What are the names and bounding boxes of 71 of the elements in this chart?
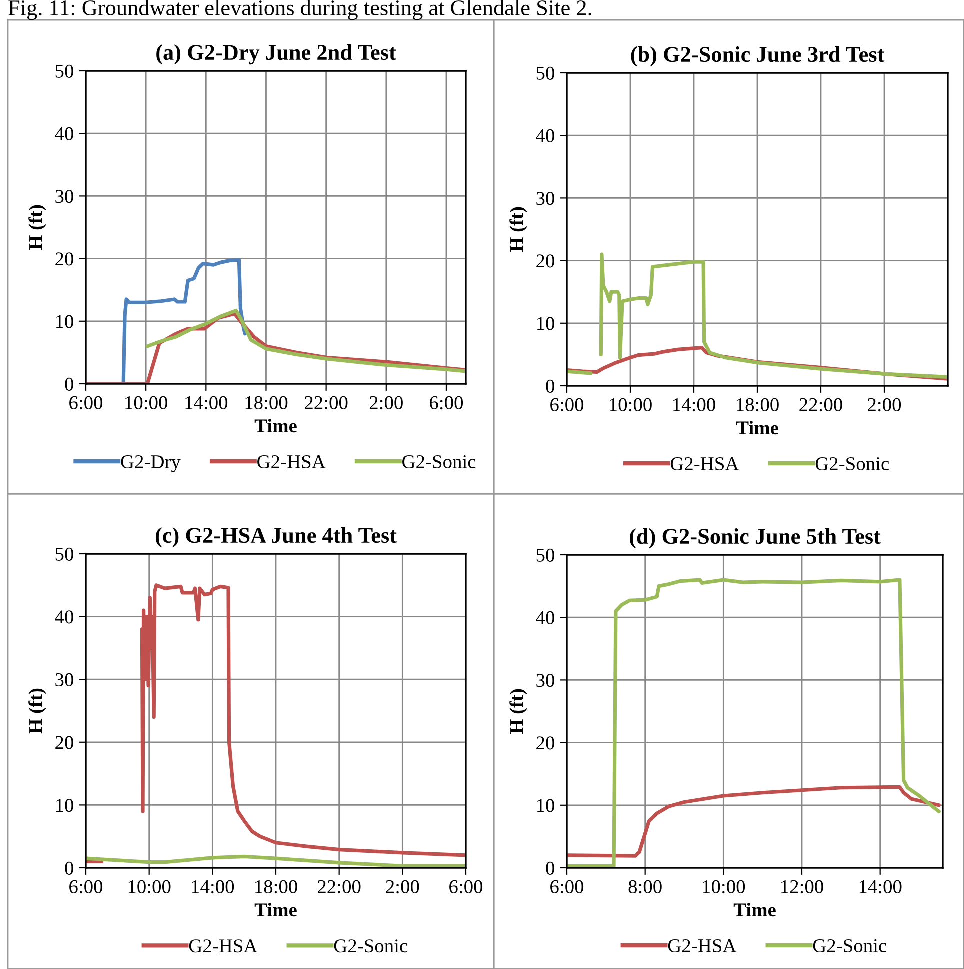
y-tick-label: 30: [536, 192, 554, 206]
y-tick-label: 10: [537, 799, 554, 812]
x-tick-label: 6:00: [70, 396, 103, 410]
legend-label: G2-Sonic: [813, 939, 887, 953]
x-tick-label: 22:00: [318, 880, 361, 894]
y-axis-title: H (ft): [28, 688, 46, 734]
y-tick-label: 40: [536, 129, 554, 143]
x-tick-label: 14:00: [192, 880, 234, 894]
y-tick-label: 40: [55, 127, 74, 141]
y-axis-title: H (ft): [510, 689, 528, 734]
legend-label: G2-Sonic: [334, 940, 408, 953]
x-tick-label: 2:00: [386, 880, 420, 894]
x-tick-label: 18:00: [737, 398, 779, 412]
legend-label: G2-Sonic: [816, 457, 890, 471]
x-tick-label: 10:00: [610, 398, 652, 412]
x-tick-label: 10:00: [703, 880, 746, 894]
y-axis-title: H (ft): [510, 207, 528, 252]
y-axis-title: H (ft): [28, 205, 46, 250]
x-tick-label: 14:00: [186, 396, 228, 410]
legend-label: G2-HSA: [258, 455, 326, 469]
x-tick-label: 12:00: [782, 880, 824, 894]
legend-label: G2-Sonic: [402, 455, 476, 469]
x-tick-label: 18:00: [246, 396, 288, 410]
legend-label: G2-HSA: [189, 940, 258, 953]
y-tick-label: 40: [536, 611, 554, 625]
x-axis-title: Time: [254, 418, 297, 433]
y-tick-label: 50: [56, 64, 74, 78]
y-tick-label: 50: [536, 66, 554, 80]
x-tick-label: 2:00: [868, 398, 902, 412]
x-tick-label: 10:00: [126, 396, 168, 410]
y-tick-label: 30: [56, 673, 74, 687]
y-tick-label: 0: [65, 862, 74, 875]
y-tick-label: 30: [536, 674, 554, 688]
chart-title: (d) G2-Sonic June 5th Test: [630, 528, 881, 549]
chart-title: (b) G2-Sonic June 3rd Test: [631, 46, 885, 67]
y-tick-label: 0: [546, 862, 554, 875]
y-tick-label: 0: [65, 378, 74, 391]
x-tick-label: 22:00: [305, 396, 348, 410]
y-tick-label: 10: [537, 317, 554, 330]
x-tick-label: 6:00: [70, 880, 103, 894]
y-tick-label: 20: [536, 254, 554, 268]
chart-title: (c) G2-HSA June 4th Test: [156, 527, 397, 548]
y-tick-label: 20: [56, 252, 74, 266]
x-tick-label: 6:00: [450, 880, 483, 894]
legend-label: G2-Dry: [121, 455, 181, 473]
x-axis-title: Time: [736, 420, 778, 435]
x-axis-title: Time: [254, 902, 297, 917]
x-tick-label: 6:00: [430, 396, 464, 410]
y-tick-label: 0: [546, 380, 554, 393]
x-tick-label: 14:00: [860, 880, 902, 894]
x-tick-label: 22:00: [800, 398, 842, 412]
y-tick-label: 40: [55, 610, 74, 624]
y-tick-label: 10: [56, 799, 74, 812]
y-tick-label: 30: [56, 190, 74, 204]
x-tick-label: 14:00: [674, 398, 716, 412]
legend-label: G2-HSA: [670, 457, 740, 471]
x-tick-label: 6:00: [550, 398, 584, 412]
y-tick-label: 20: [536, 736, 554, 750]
legend-label: G2-HSA: [668, 939, 737, 953]
y-tick-label: 50: [56, 548, 74, 561]
y-tick-label: 10: [56, 315, 74, 328]
x-tick-label: 2:00: [370, 396, 403, 410]
x-tick-label: 6:00: [550, 880, 584, 894]
caption: Fig. 11: Groundwater elevations during testing at Glendale Site 2.: [8, 0, 592, 20]
x-axis-title: Time: [734, 902, 776, 917]
x-tick-label: 8:00: [628, 880, 662, 894]
chart-title: (a) G2-Dry June 2nd Test: [156, 44, 396, 65]
x-tick-label: 10:00: [128, 880, 171, 894]
x-tick-label: 18:00: [256, 880, 298, 894]
y-tick-label: 50: [536, 548, 554, 562]
y-tick-label: 20: [56, 736, 74, 750]
